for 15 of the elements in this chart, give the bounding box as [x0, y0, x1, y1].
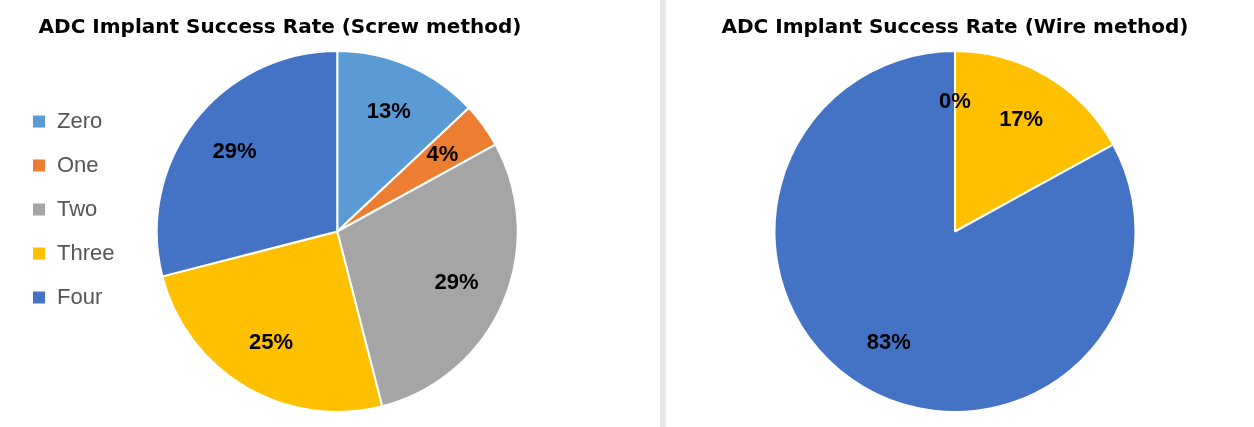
data-label: 13% [366, 98, 411, 124]
legend-label: Four [57, 283, 103, 309]
legend-label: One [57, 151, 99, 177]
legend-label: Three [57, 239, 115, 265]
legend-label: Two [57, 195, 98, 221]
legend-label: Zero [57, 107, 103, 133]
data-label: 29% [212, 137, 257, 163]
chart-title: ADC Implant Success Rate (Screw method) [38, 14, 522, 39]
text: 0% [939, 87, 971, 113]
chart-title: ADC Implant Success Rate (Wire method) [721, 14, 1189, 39]
data-label: 29% [434, 269, 479, 295]
data-label: 17% [999, 105, 1044, 131]
data-label: 4% [426, 141, 459, 167]
data-label: 83% [866, 329, 911, 355]
data-label: 25% [249, 329, 294, 355]
